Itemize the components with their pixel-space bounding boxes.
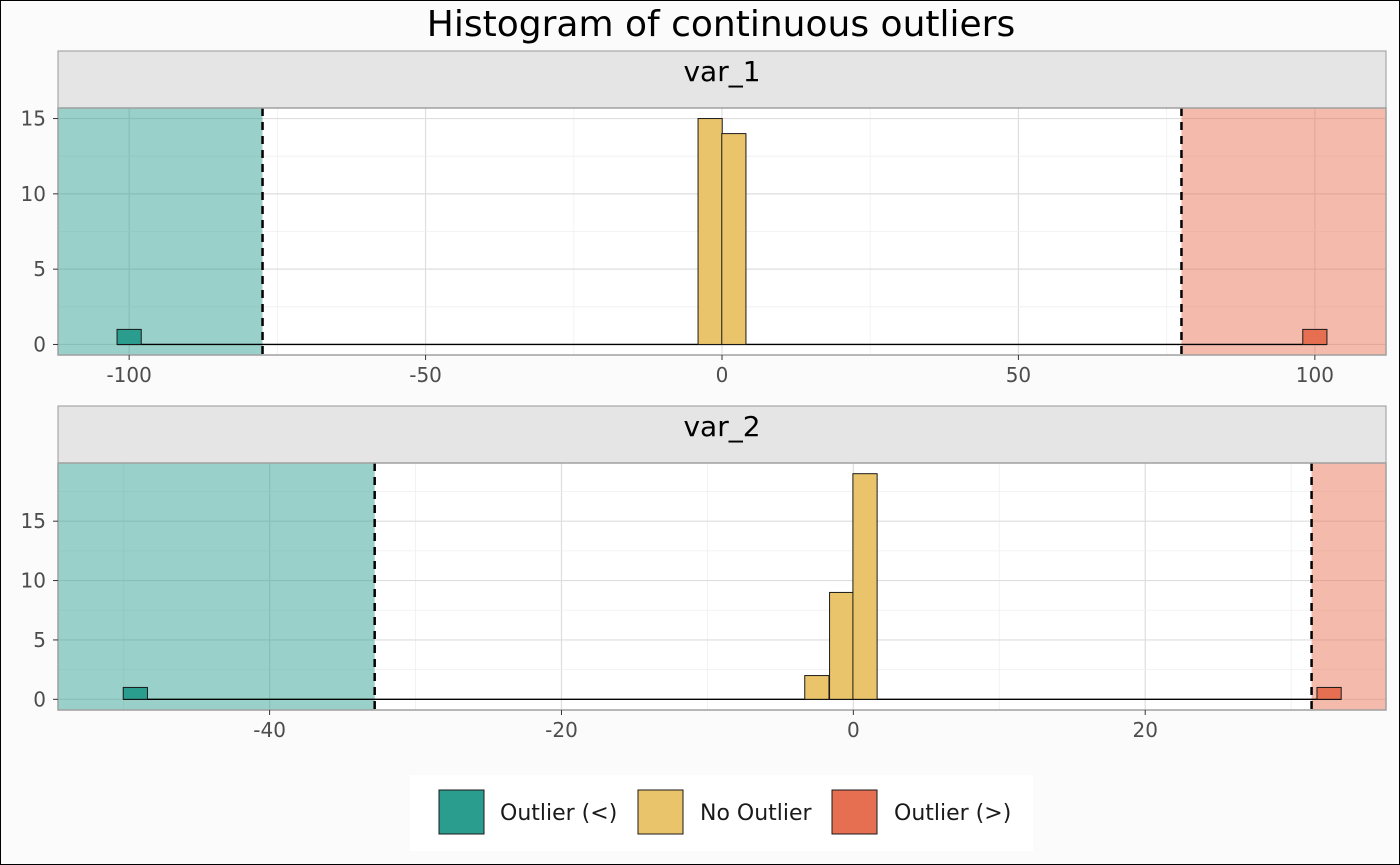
y-tick-label: 10 <box>21 569 46 593</box>
legend-label: Outlier (<) <box>500 801 617 826</box>
panel-var_2: var_2 -40 -20 0 20 0 5 10 15 <box>21 405 1387 742</box>
legend-key <box>637 789 684 835</box>
histogram-bar <box>697 118 723 345</box>
legend-key <box>831 789 878 835</box>
histogram-bar <box>829 591 855 700</box>
panel-border <box>57 462 1387 711</box>
legend: Outlier (<) No Outlier Outlier (>) <box>410 775 1033 851</box>
facet-strip <box>57 50 1387 109</box>
facet-panels: var_1 -100 -50 0 50 100 0 5 10 15 var_2 -40 -20 0 20 0 5… <box>21 50 1387 742</box>
x-tick-label: 0 <box>716 363 729 387</box>
x-tick-label: 50 <box>1006 363 1031 387</box>
upper-outlier-region <box>1181 108 1386 355</box>
histogram-bar <box>116 328 142 345</box>
facet-strip <box>57 405 1387 464</box>
y-tick-label: 5 <box>33 628 46 652</box>
facet-strip-label: var_2 <box>683 410 760 443</box>
y-tick-label: 0 <box>33 332 46 356</box>
y-tick-label: 15 <box>21 107 46 131</box>
panel-background <box>58 463 1386 710</box>
upper-outlier-region <box>1311 463 1386 710</box>
histogram-bar <box>852 473 878 700</box>
legend-background <box>410 775 1033 851</box>
lower-outlier-region <box>58 463 375 710</box>
y-tick-label: 5 <box>33 257 46 281</box>
panel-var_1: var_1 -100 -50 0 50 100 0 5 10 15 <box>21 50 1387 387</box>
chart-title: Histogram of continuous outliers <box>427 4 1015 45</box>
histogram-bar <box>804 675 830 700</box>
x-tick-label: -100 <box>106 363 151 387</box>
histogram-bar <box>122 686 148 700</box>
histogram-bar <box>1302 328 1328 345</box>
legend-label: No Outlier <box>700 801 813 826</box>
x-tick-label: 100 <box>1296 363 1334 387</box>
y-tick-label: 10 <box>21 182 46 206</box>
lower-outlier-region <box>58 108 263 355</box>
histogram-bar <box>1316 686 1342 700</box>
x-tick-label: -40 <box>253 718 286 742</box>
facet-strip-label: var_1 <box>683 55 760 88</box>
x-tick-label: 20 <box>1132 718 1157 742</box>
x-tick-label: -50 <box>409 363 442 387</box>
y-tick-label: 0 <box>33 687 46 711</box>
x-tick-label: -20 <box>545 718 578 742</box>
histogram-bar <box>721 133 747 345</box>
legend-key <box>438 789 485 835</box>
y-tick-label: 15 <box>21 509 46 533</box>
x-tick-label: 0 <box>847 718 860 742</box>
legend-label: Outlier (>) <box>894 801 1011 826</box>
